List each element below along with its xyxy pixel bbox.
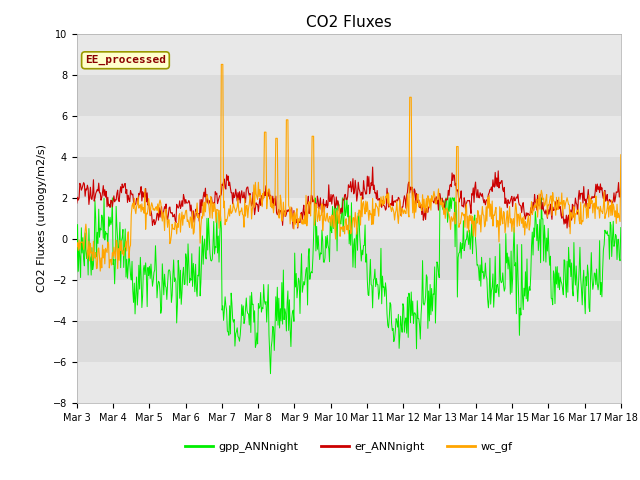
Bar — [77, 34, 621, 75]
Bar — [77, 157, 621, 198]
Bar — [77, 362, 621, 403]
Bar — [77, 75, 621, 116]
Y-axis label: CO2 Fluxes (urology/m2/s): CO2 Fluxes (urology/m2/s) — [37, 144, 47, 292]
Legend: gpp_ANNnight, er_ANNnight, wc_gf: gpp_ANNnight, er_ANNnight, wc_gf — [181, 437, 516, 457]
Bar — [77, 321, 621, 362]
Bar — [77, 198, 621, 239]
Title: CO2 Fluxes: CO2 Fluxes — [306, 15, 392, 30]
Bar — [77, 116, 621, 157]
Text: EE_processed: EE_processed — [85, 55, 166, 65]
Bar — [77, 280, 621, 321]
Bar — [77, 239, 621, 280]
